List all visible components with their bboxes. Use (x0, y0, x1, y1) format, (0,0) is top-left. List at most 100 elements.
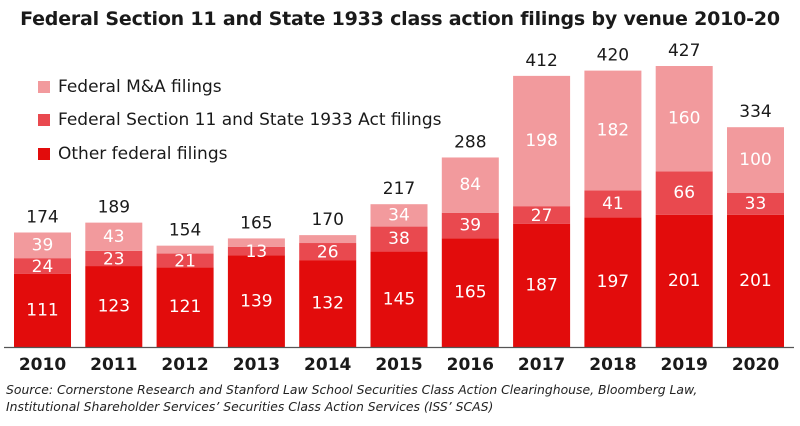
bar-segment (655, 66, 713, 172)
segment-value-label: 39 (459, 216, 481, 236)
bar-segment (584, 190, 642, 218)
bar-segment (299, 243, 357, 261)
source-line-1: Source: Cornerstone Research and Stanfor… (6, 382, 698, 397)
x-tick-label: 2013 (233, 355, 280, 375)
chart-title: Federal Section 11 and State 1933 class … (20, 8, 780, 30)
labels-layer: 1112439174123234318912121154139131651322… (26, 41, 771, 320)
bar-segment (156, 253, 214, 268)
segment-value-label: 198 (525, 131, 557, 151)
total-value-label: 412 (525, 51, 557, 71)
segment-value-label: 111 (26, 300, 58, 320)
segment-value-label: 165 (454, 283, 486, 303)
bar-segment (227, 238, 285, 247)
x-tick-label: 2016 (447, 355, 494, 375)
legend: Federal M&A filings Federal Section 11 an… (38, 77, 442, 164)
x-tick-label: 2014 (304, 355, 351, 375)
total-value-label: 420 (597, 46, 629, 66)
segment-value-label: 84 (459, 175, 481, 195)
bar-segment (85, 250, 143, 267)
x-axis: 2010 2011 2012 2013 2014 2015 2016 2017 2018 2019… (4, 346, 794, 375)
bar-segment (727, 193, 784, 215)
total-value-label: 165 (240, 213, 272, 233)
segment-value-label: 201 (739, 271, 771, 291)
bar-segment (370, 204, 428, 227)
segment-value-label: 121 (169, 297, 201, 317)
total-value-label: 170 (311, 210, 343, 230)
segment-value-label: 132 (311, 294, 343, 314)
bar-segment (513, 223, 571, 347)
segment-value-label: 34 (388, 205, 410, 225)
bar-segment (227, 246, 285, 256)
legend-label: Federal M&A filings (58, 77, 222, 97)
total-value-label: 217 (383, 179, 415, 199)
legend-swatch (38, 114, 50, 126)
x-tick-label: 2020 (732, 355, 779, 375)
bar-segment (14, 258, 71, 274)
bar-segment (299, 235, 357, 244)
x-tick-label: 2011 (90, 355, 137, 375)
total-value-label: 174 (26, 207, 58, 227)
segment-value-label: 39 (32, 235, 54, 255)
bar-segment (584, 217, 642, 347)
segment-value-label: 160 (668, 109, 700, 129)
x-tick-label: 2017 (518, 355, 565, 375)
segment-value-label: 139 (240, 291, 272, 311)
segment-value-label: 33 (745, 194, 767, 214)
segment-value-label: 43 (103, 227, 125, 247)
x-tick-label: 2015 (375, 355, 422, 375)
legend-label: Other federal filings (58, 144, 228, 164)
segment-value-label: 100 (739, 150, 771, 170)
bar-segment (655, 171, 713, 215)
x-tick-label: 2019 (661, 355, 708, 375)
bar-segment (227, 255, 285, 347)
bar-segment (14, 232, 71, 259)
bar-segment (370, 226, 428, 252)
bar-segment (441, 157, 499, 213)
segment-value-label: 13 (246, 242, 268, 262)
source-note: Source: Cornerstone Research and Stanfor… (6, 381, 796, 415)
segment-value-label: 26 (317, 243, 339, 263)
segment-value-label: 145 (383, 289, 415, 309)
bar-segment (156, 245, 214, 254)
x-tick-label: 2018 (589, 355, 636, 375)
bar-segment (655, 214, 713, 347)
segment-value-label: 187 (525, 275, 557, 295)
legend-label: Federal Section 11 and State 1933 Act fi… (58, 110, 442, 130)
bar-segment (584, 70, 642, 191)
bar-segment (441, 238, 499, 347)
total-value-label: 427 (668, 41, 700, 61)
bar-segment (14, 273, 71, 347)
segment-value-label: 41 (602, 194, 624, 214)
segment-value-label: 27 (531, 206, 553, 226)
bar-segment (727, 214, 784, 347)
total-value-label: 189 (98, 198, 130, 218)
x-tick-label: 2010 (19, 355, 66, 375)
segment-value-label: 23 (103, 249, 125, 269)
total-value-label: 334 (739, 102, 771, 122)
total-value-label: 154 (169, 221, 201, 241)
legend-swatch (38, 81, 50, 93)
legend-swatch (38, 148, 50, 160)
segment-value-label: 182 (597, 120, 629, 140)
segment-value-label: 24 (32, 257, 54, 277)
bar-segment (727, 127, 784, 194)
bar-segment (513, 206, 571, 224)
bar-segment (85, 222, 143, 251)
bar-segment (513, 75, 571, 207)
segment-value-label: 66 (673, 183, 695, 203)
bar-segment (85, 266, 143, 347)
total-value-label: 288 (454, 132, 486, 152)
segment-value-label: 21 (174, 251, 196, 271)
bars-layer (14, 66, 784, 347)
segment-value-label: 38 (388, 229, 410, 249)
segment-value-label: 123 (98, 297, 130, 317)
bar-segment (156, 267, 214, 347)
segment-value-label: 201 (668, 271, 700, 291)
segment-value-label: 197 (597, 272, 629, 292)
source-line-2: Institutional Shareholder Services’ Secu… (6, 399, 494, 414)
bar-segment (370, 251, 428, 347)
bar-segment (299, 260, 357, 347)
x-tick-label: 2012 (161, 355, 208, 375)
bar-segment (441, 212, 499, 239)
